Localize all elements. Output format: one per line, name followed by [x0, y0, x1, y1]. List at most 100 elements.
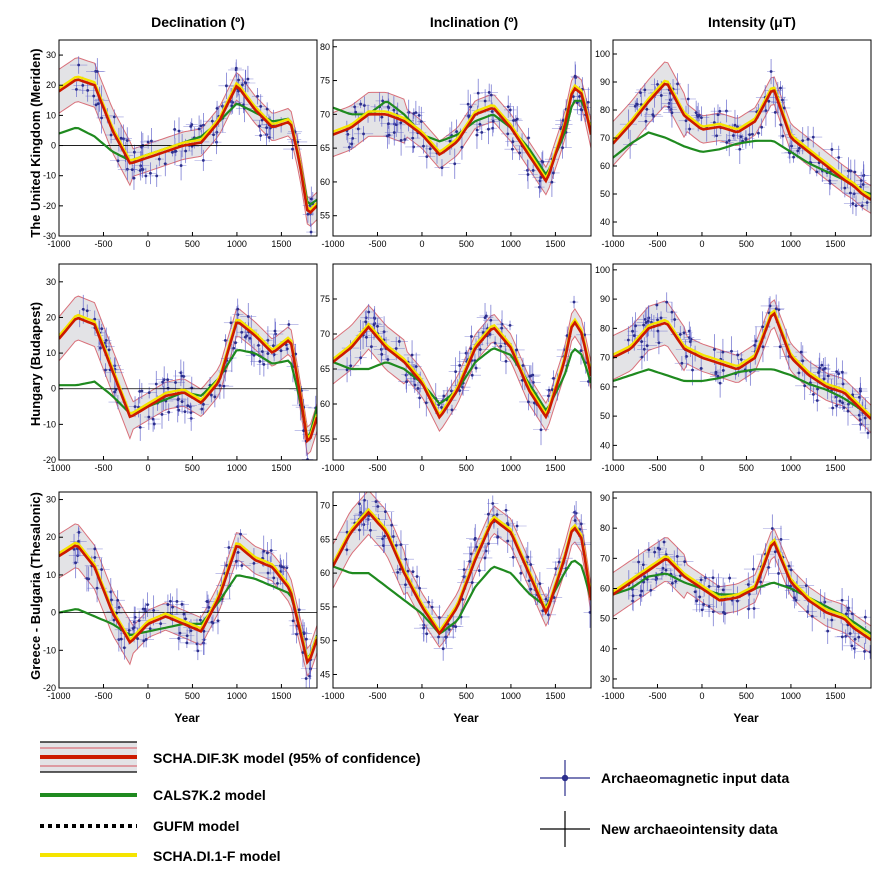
data-point: [216, 619, 220, 623]
data-point: [711, 610, 715, 614]
data-point: [639, 91, 642, 95]
data-point: [259, 134, 262, 137]
data-point: [273, 329, 277, 333]
data-point: [404, 557, 408, 561]
data-point: [511, 555, 515, 559]
schadif3k-curve: [613, 311, 871, 420]
data-point: [392, 131, 396, 134]
data-point: [857, 395, 861, 399]
data-point: [506, 132, 510, 136]
data-point: [260, 350, 264, 353]
data-point: [367, 310, 371, 314]
data-point: [757, 131, 760, 135]
data-point: [92, 94, 96, 98]
data-point: [863, 416, 867, 420]
data-point: [579, 522, 583, 526]
data-point: [359, 511, 363, 514]
data-point: [186, 404, 190, 408]
y-tick-label: -20: [43, 455, 56, 465]
data-point: [147, 415, 151, 419]
data-point: [237, 78, 240, 82]
data-point: [811, 135, 815, 139]
y-tick-label: 20: [46, 80, 56, 90]
data-point: [349, 364, 353, 368]
data-point: [552, 376, 555, 380]
data-point: [547, 613, 550, 617]
x-tick-label: -500: [368, 463, 386, 473]
y-tick-label: 60: [320, 568, 330, 578]
x-tick-label: -1000: [601, 691, 624, 701]
x-tick-label: 0: [145, 691, 150, 701]
data-point: [252, 562, 256, 565]
data-point: [376, 505, 380, 508]
data-point: [209, 393, 213, 397]
data-point: [717, 585, 720, 588]
data-point: [406, 569, 410, 573]
data-point: [117, 606, 121, 609]
data-point: [381, 99, 385, 103]
data-point: [279, 349, 283, 353]
data-point: [847, 169, 850, 173]
data-point: [440, 166, 444, 170]
x-tick-label: -1000: [601, 463, 624, 473]
data-point: [201, 158, 205, 162]
data-point: [374, 500, 378, 503]
column-title-intensity: Intensity (μT): [708, 14, 796, 30]
data-point: [822, 377, 826, 381]
data-point: [655, 303, 659, 307]
legend: SCHA.DIF.3K model (95% of confidence) CA…: [40, 741, 789, 864]
data-point: [96, 102, 100, 106]
data-point: [725, 141, 729, 144]
data-point: [258, 360, 262, 363]
data-point: [229, 321, 233, 325]
data-point: [262, 362, 266, 366]
data-point: [372, 323, 376, 327]
data-point: [667, 105, 671, 109]
data-point: [529, 374, 533, 378]
data-point: [499, 344, 503, 348]
data-point: [697, 114, 701, 117]
x-tick-label: -1000: [321, 463, 344, 473]
schadif3k-curve: [333, 86, 591, 184]
y-tick-label: -10: [43, 645, 56, 655]
schadi1f-curve: [613, 537, 871, 638]
data-point: [816, 387, 819, 391]
data-point: [144, 174, 148, 178]
data-point: [531, 381, 535, 384]
data-point: [682, 331, 686, 335]
confidence-band: [59, 523, 317, 676]
data-point: [473, 536, 477, 540]
column-title-declination: Declination (º): [151, 14, 245, 30]
data-point: [700, 608, 704, 612]
data-point: [441, 647, 445, 651]
data-point: [207, 605, 211, 609]
panel-frame: [58, 39, 318, 237]
x-tick-label: 500: [739, 463, 754, 473]
plot-area: [333, 61, 591, 198]
data-point: [152, 608, 156, 612]
y-tick-label: 50: [600, 614, 610, 624]
data-point: [487, 542, 490, 546]
data-point: [753, 343, 757, 347]
data-point: [428, 147, 432, 151]
data-point: [236, 307, 240, 311]
data-point: [519, 571, 523, 575]
data-point: [746, 583, 750, 586]
data-point: [174, 149, 178, 153]
y-tick-label: 10: [46, 348, 56, 358]
data-point: [189, 629, 193, 633]
data-point: [127, 628, 131, 632]
data-point: [359, 356, 363, 360]
data-point: [779, 537, 783, 541]
data-point: [130, 168, 134, 172]
data-point: [306, 212, 310, 216]
data-point: [721, 369, 725, 372]
data-point: [561, 146, 564, 150]
data-point: [205, 600, 209, 603]
x-tick-label: 0: [699, 463, 704, 473]
data-point: [239, 532, 242, 536]
data-point: [248, 336, 252, 340]
data-point: [476, 91, 480, 95]
x-tick-label: -500: [648, 463, 666, 473]
data-point: [197, 127, 201, 131]
